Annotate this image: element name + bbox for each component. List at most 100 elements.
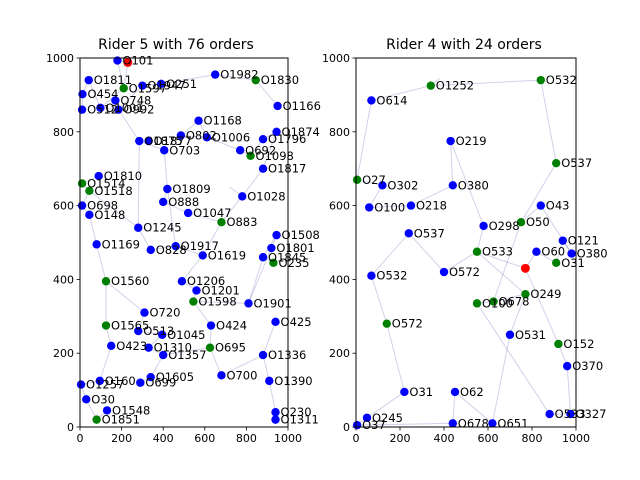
pickup-point (85, 210, 94, 220)
pickup-point (258, 253, 268, 262)
pickup-point (160, 146, 169, 155)
point-label: O1357 (168, 348, 206, 362)
pickup-point (92, 240, 101, 249)
y-tick-label: 600 (329, 200, 350, 213)
point-label: O235 (278, 256, 309, 270)
point-label: O1169 (102, 237, 140, 251)
pickup-point (448, 419, 457, 428)
delivery-point (472, 247, 482, 256)
pickup-point (114, 105, 123, 114)
point-label: O1166 (283, 99, 321, 113)
pickup-point (138, 81, 147, 90)
point-label: O802 (186, 128, 217, 142)
point-label: O37 (362, 418, 386, 432)
delivery-point (521, 289, 530, 299)
route-segment (209, 347, 222, 376)
delivery-point (352, 175, 362, 184)
point-label: O720 (149, 306, 180, 320)
point-label: O888 (168, 195, 199, 209)
pickup-point (159, 197, 168, 207)
route-segment (137, 141, 140, 228)
pickup-point (267, 243, 276, 253)
delivery-point (189, 297, 198, 306)
point-label: O1619 (208, 248, 246, 262)
route-segment (356, 100, 372, 180)
route-segment (476, 303, 551, 415)
point-label: O425 (281, 315, 312, 329)
point-label: O1845 (268, 250, 306, 264)
route-segment (566, 366, 571, 415)
pickup-point (163, 184, 172, 194)
point-label: O532 (546, 73, 577, 87)
pickup-point (96, 103, 105, 113)
point-label: O1947 (147, 79, 185, 93)
route-segment (493, 222, 522, 302)
delivery-point (85, 186, 94, 196)
route-segment (509, 293, 526, 335)
delivery-point (101, 321, 111, 330)
delivery-point (77, 179, 87, 188)
point-label: O513 (143, 324, 174, 338)
route-segment (105, 280, 145, 313)
route-segment (163, 347, 211, 356)
point-label: O692 (245, 143, 276, 157)
pickup-point (176, 131, 186, 140)
plot-frame (355, 57, 577, 428)
pickup-point (400, 387, 409, 397)
axis-ticks: 0 200 400 600 800 1000 0 200 400 600 800 1000 (46, 52, 302, 445)
route-segment (241, 168, 264, 197)
y-tick-label: 0 (343, 421, 350, 434)
pickup-point (102, 406, 112, 415)
pickup-point (406, 201, 416, 210)
route-segment (520, 205, 542, 223)
point-label: O121 (568, 234, 599, 248)
point-label: O31 (409, 385, 433, 399)
pickup-point (367, 271, 376, 280)
pickup-point (157, 330, 167, 339)
y-tick-label: 0 (67, 421, 74, 434)
point-label: O218 (416, 199, 447, 213)
route-segment (221, 354, 264, 376)
point-label: O1597 (129, 81, 167, 95)
route-segment (166, 188, 177, 247)
point-label: O1252 (436, 79, 474, 93)
route-segment (410, 184, 454, 207)
route-segment (193, 301, 249, 304)
point-label: O1548 (112, 403, 150, 417)
point-label: O101 (122, 54, 153, 68)
route-segment (443, 251, 478, 273)
route-segment (262, 354, 270, 381)
point-label: O531 (515, 328, 546, 342)
x-tick-label: 1000 (562, 432, 590, 445)
route-segment (221, 196, 243, 223)
route-segment (118, 109, 140, 142)
point-label: O698 (87, 199, 118, 213)
point-label: O1098 (256, 149, 294, 163)
pickup-point (177, 277, 187, 286)
x-tick-label: 400 (153, 432, 174, 445)
pickup-point (84, 75, 93, 85)
delivery-point (552, 258, 561, 267)
point-label: O1796 (268, 132, 306, 146)
delivery-point (92, 415, 101, 424)
pickup-point (217, 371, 226, 380)
point-label: O1206 (187, 274, 225, 288)
point-label: O1508 (282, 228, 320, 242)
pickup-point (532, 247, 541, 256)
order-points (352, 75, 576, 430)
rider-location-point (520, 263, 530, 273)
route-segment (248, 257, 264, 304)
pickup-point (271, 415, 280, 424)
x-tick-label: 200 (390, 432, 411, 445)
route-segment (356, 179, 383, 186)
point-label: O160 (105, 374, 136, 388)
pickup-point (136, 378, 145, 387)
route-segment (370, 275, 388, 324)
point-label: O572 (392, 317, 423, 331)
pickup-point (156, 79, 166, 89)
x-tick-label: 0 (77, 432, 84, 445)
point-label: O152 (563, 337, 594, 351)
point-label: O1917 (181, 239, 219, 253)
pickup-point (404, 229, 413, 238)
route-segment (116, 60, 125, 89)
